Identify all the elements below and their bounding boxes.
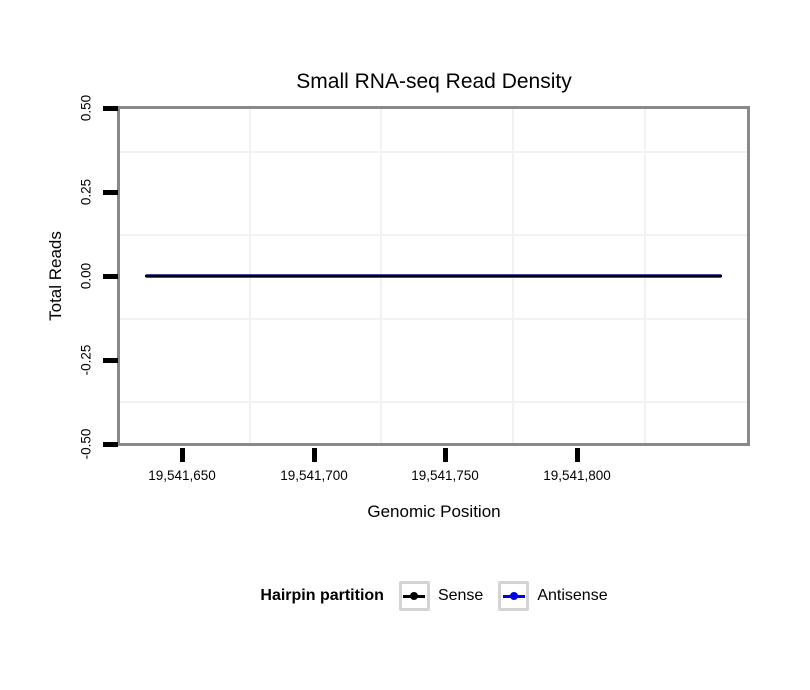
x-tick-label: 19,541,750 <box>411 468 479 483</box>
y-axis-tick <box>103 190 118 195</box>
minor-hgridline <box>120 401 747 404</box>
plot-panel <box>117 106 750 446</box>
x-tick-label: 19,541,800 <box>543 468 611 483</box>
minor-hgridline <box>120 234 747 237</box>
y-axis-title: Total Reads <box>46 231 65 321</box>
chart-title: Small RNA-seq Read Density <box>296 70 572 93</box>
minor-hgridline <box>120 150 747 153</box>
x-axis-title: Genomic Position <box>367 502 501 521</box>
legend-key-box <box>398 581 430 611</box>
x-axis-tick <box>443 448 448 462</box>
x-axis-tick <box>575 448 580 462</box>
legend-label-antisense: Antisense <box>537 587 608 604</box>
y-tick-label: -0.25 <box>78 344 94 376</box>
legend-label-sense: Sense <box>437 587 484 604</box>
x-axis-tick <box>312 448 317 462</box>
y-tick-label: 0.00 <box>78 262 94 290</box>
y-tick-label: -0.50 <box>78 428 94 460</box>
x-axis-tick <box>180 448 185 462</box>
legend-item-sense: Sense <box>398 581 484 611</box>
sense-line-dot-icon <box>403 594 426 598</box>
legend: Hairpin partition Sense Antisense <box>118 577 750 615</box>
y-tick-label: 0.25 <box>78 178 94 206</box>
y-axis-tick <box>103 274 118 279</box>
y-axis-tick <box>103 358 118 363</box>
legend-item-antisense: Antisense <box>498 581 608 611</box>
antisense-line-dot-icon <box>502 594 525 598</box>
y-axis-tick <box>103 106 118 111</box>
sense-series-line <box>145 275 722 277</box>
x-tick-label: 19,541,650 <box>148 468 216 483</box>
y-axis-tick <box>103 442 118 447</box>
y-tick-label: 0.50 <box>78 94 94 122</box>
legend-title: Hairpin partition <box>260 587 384 604</box>
legend-key-box <box>498 581 530 611</box>
minor-hgridline <box>120 317 747 320</box>
x-tick-label: 19,541,700 <box>280 468 348 483</box>
